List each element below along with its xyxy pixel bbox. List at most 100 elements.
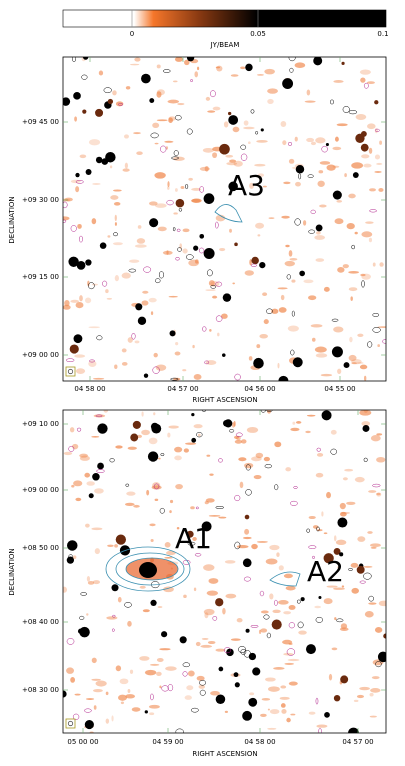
emission (168, 425, 179, 429)
emission (72, 443, 79, 450)
emission (357, 333, 364, 337)
emission (243, 126, 255, 130)
emission (348, 354, 357, 362)
emission (209, 329, 212, 332)
emission (118, 694, 127, 701)
emission (316, 452, 324, 457)
contour (375, 128, 380, 132)
source-blob (149, 98, 155, 104)
emission (168, 116, 176, 121)
contour (182, 662, 191, 668)
emission (316, 724, 328, 728)
emission (152, 122, 160, 128)
emission (257, 173, 264, 178)
emission (256, 139, 268, 143)
emission (91, 218, 97, 225)
emission (376, 492, 381, 496)
emission (85, 297, 92, 304)
emission (127, 337, 133, 343)
emission (221, 313, 228, 319)
contour (105, 546, 191, 592)
emission (364, 375, 367, 381)
emission (125, 86, 131, 90)
source-blob (222, 293, 232, 302)
emission (193, 587, 197, 592)
emission (376, 433, 383, 436)
emission (225, 593, 237, 599)
emission (141, 300, 149, 306)
emission (276, 552, 280, 557)
source-blob (63, 690, 67, 698)
panel-frame (62, 56, 387, 382)
emission (212, 106, 221, 111)
emission (191, 198, 202, 203)
source-blob (333, 694, 341, 702)
emission (139, 656, 150, 661)
y-axis-label: DECLINATION (8, 196, 16, 243)
source-blob (333, 547, 341, 555)
source-blob (99, 242, 107, 249)
y-tick-label: +08 40 00 (22, 618, 59, 626)
source-blob (248, 697, 258, 707)
emission (134, 57, 141, 62)
contour (294, 218, 301, 226)
contour (68, 445, 75, 452)
emission (174, 455, 182, 461)
source-blob (101, 158, 109, 165)
contour (112, 628, 115, 632)
contour (170, 377, 179, 381)
emission (154, 142, 159, 145)
emission (156, 119, 168, 122)
emission (202, 147, 214, 153)
emission (315, 258, 325, 262)
emission (263, 319, 269, 325)
emission (219, 247, 226, 252)
y-tick-label: +09 00 00 (22, 351, 59, 359)
emission (141, 411, 144, 417)
emission (91, 657, 97, 664)
emission (363, 565, 373, 568)
x-axis-label: RIGHT ASCENSION (192, 396, 257, 404)
emission (371, 676, 380, 680)
emission (88, 139, 101, 146)
emission (346, 501, 356, 506)
beam (67, 720, 74, 727)
emission (348, 270, 360, 274)
contour (79, 615, 85, 620)
contour (382, 339, 386, 344)
emission (191, 187, 202, 191)
source-blob (223, 419, 230, 427)
contour (202, 326, 207, 332)
contour (204, 360, 210, 365)
source-label: A2 (307, 555, 344, 588)
emission (156, 89, 165, 96)
emission (111, 715, 114, 722)
emission (303, 279, 314, 284)
emission (71, 484, 75, 488)
contour (171, 156, 179, 160)
emission (167, 181, 170, 188)
contour (368, 595, 374, 602)
contour (102, 280, 108, 287)
emission (112, 189, 122, 192)
emission (240, 66, 246, 70)
emission (105, 718, 110, 724)
source-blob (115, 534, 126, 545)
emission (215, 648, 226, 652)
source-blob (179, 636, 187, 644)
emission (169, 499, 174, 504)
emission (251, 543, 258, 550)
emission (359, 364, 368, 370)
source-blob (295, 164, 305, 174)
emission (350, 296, 353, 301)
contour (367, 341, 373, 348)
emission (376, 162, 383, 165)
contour (307, 174, 314, 178)
emission (163, 586, 174, 593)
emission (173, 377, 181, 381)
emission (74, 354, 86, 358)
contour (372, 327, 381, 333)
y-axis-label: DECLINATION (8, 548, 16, 595)
contour (212, 616, 218, 621)
emission (154, 498, 159, 502)
